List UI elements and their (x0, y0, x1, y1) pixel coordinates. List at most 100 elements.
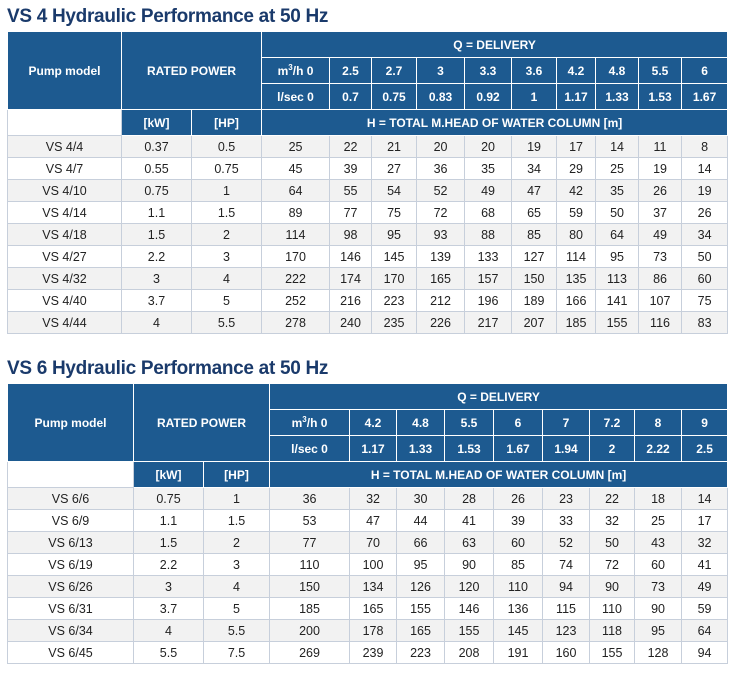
hp-cell: 0.75 (190, 157, 263, 180)
kw-cell: 3 (121, 267, 192, 290)
head-value-cell: 90 (634, 597, 683, 620)
head-value-cell: 18 (634, 487, 683, 510)
pump-model-cell: VS 4/14 (7, 201, 122, 224)
head-value-cell: 17 (681, 509, 729, 532)
head-value-cell: 269 (269, 641, 351, 664)
hp-cell: 7.5 (202, 641, 271, 664)
head-value-cell: 165 (416, 267, 466, 290)
flow-m3h-cell: 9 (681, 409, 729, 436)
head-value-cell: 98 (329, 223, 373, 246)
table-row: VS 4/40 3.7 5 252 216 223 212 196 189 166 141 107 75 (7, 289, 729, 312)
head-value-cell: 146 (329, 245, 373, 268)
kw-cell: 0.37 (121, 135, 192, 158)
head-value-cell: 85 (493, 553, 544, 576)
flow-lsec-cell: 0.7 (329, 83, 373, 110)
head-value-cell: 185 (269, 597, 351, 620)
head-value-cell: 35 (595, 179, 640, 202)
table-row: VS 6/19 2.2 3 110 100 95 90 85 74 72 60 41 (7, 553, 729, 576)
pump-model-cell: VS 4/27 (7, 245, 122, 268)
hp-cell: 1 (190, 179, 263, 202)
head-value-cell: 95 (396, 553, 446, 576)
head-value-cell: 35 (464, 157, 513, 180)
m3h-row: m3/h 0 2.5 2.7 3 3.3 3.6 4.2 4.8 5.5 6 (8, 57, 729, 84)
head-value-cell: 23 (542, 487, 591, 510)
head-value-cell: 22 (329, 135, 373, 158)
head-value-cell: 88 (464, 223, 513, 246)
flow-lsec-cell: 2.5 (681, 435, 729, 462)
flow-lsec-cell: 0.83 (416, 83, 466, 110)
blank-unit-cell (7, 461, 134, 488)
head-value-cell: 20 (464, 135, 513, 158)
flow-lsec-cell: 1.33 (595, 83, 640, 110)
head-value-cell: 165 (396, 619, 446, 642)
flow-m3h-cell: 3.6 (511, 57, 558, 84)
head-value-cell: 94 (542, 575, 591, 598)
head-value-cell: 150 (269, 575, 351, 598)
head-value-cell: 85 (511, 223, 558, 246)
kw-cell: 2.2 (121, 245, 192, 268)
head-value-cell: 133 (464, 245, 513, 268)
head-value-cell: 217 (464, 311, 513, 334)
head-value-cell: 34 (681, 223, 729, 246)
head-value-cell: 14 (595, 135, 640, 158)
blank-unit-cell (7, 109, 122, 136)
flow-lsec-cell: 0.75 (371, 83, 418, 110)
flow-lsec-cell: 0.92 (464, 83, 513, 110)
head-value-cell: 141 (595, 289, 640, 312)
head-value-cell: 95 (634, 619, 683, 642)
table-row: VS 4/32 3 4 222 174 170 165 157 150 135 113 86 60 (7, 267, 729, 290)
head-value-cell: 226 (416, 311, 466, 334)
head-value-cell: 127 (511, 245, 558, 268)
pump-model-header: Pump model (7, 383, 134, 462)
head-value-cell: 20 (416, 135, 466, 158)
head-value-cell: 17 (556, 135, 597, 158)
head-value-cell: 72 (416, 201, 466, 224)
head-value-cell: 107 (638, 289, 683, 312)
head-value-cell: 21 (371, 135, 418, 158)
hp-cell: 5 (190, 289, 263, 312)
head-value-cell: 196 (464, 289, 513, 312)
head-value-cell: 32 (681, 531, 729, 554)
head-value-cell: 80 (556, 223, 597, 246)
hp-cell: 2 (190, 223, 263, 246)
head-value-cell: 25 (261, 135, 331, 158)
flow-lsec-cell: 1.67 (493, 435, 544, 462)
head-value-cell: 170 (371, 267, 418, 290)
head-value-cell: 39 (329, 157, 373, 180)
head-value-cell: 19 (681, 179, 729, 202)
head-value-cell: 26 (681, 201, 729, 224)
head-value-cell: 166 (556, 289, 597, 312)
head-value-cell: 43 (634, 531, 683, 554)
head-value-cell: 252 (261, 289, 331, 312)
head-value-cell: 123 (542, 619, 591, 642)
head-value-cell: 8 (681, 135, 729, 158)
hp-unit-header: [HP] (190, 109, 263, 136)
head-value-cell: 136 (493, 597, 544, 620)
pump-model-cell: VS 6/26 (7, 575, 134, 598)
hp-cell: 2 (202, 531, 271, 554)
head-value-cell: 239 (349, 641, 398, 664)
pump-model-header: Pump model (7, 31, 122, 110)
head-value-cell: 93 (416, 223, 466, 246)
head-value-cell: 64 (261, 179, 331, 202)
head-value-cell: 36 (269, 487, 351, 510)
head-value-cell: 174 (329, 267, 373, 290)
hp-cell: 5.5 (202, 619, 271, 642)
head-value-cell: 49 (681, 575, 729, 598)
head-value-cell: 135 (556, 267, 597, 290)
flow-m3h-cell: 4.8 (396, 409, 446, 436)
head-value-cell: 25 (595, 157, 640, 180)
head-value-cell: 77 (329, 201, 373, 224)
head-value-cell: 100 (349, 553, 398, 576)
head-value-cell: 278 (261, 311, 331, 334)
head-value-cell: 26 (638, 179, 683, 202)
head-value-cell: 49 (638, 223, 683, 246)
head-value-cell: 66 (396, 531, 446, 554)
head-value-cell: 157 (464, 267, 513, 290)
head-value-cell: 59 (681, 597, 729, 620)
head-value-cell: 41 (681, 553, 729, 576)
head-value-cell: 75 (681, 289, 729, 312)
flow-m3h-cell: 4.8 (595, 57, 640, 84)
pump-model-cell: VS 6/31 (7, 597, 134, 620)
head-value-cell: 83 (681, 311, 729, 334)
